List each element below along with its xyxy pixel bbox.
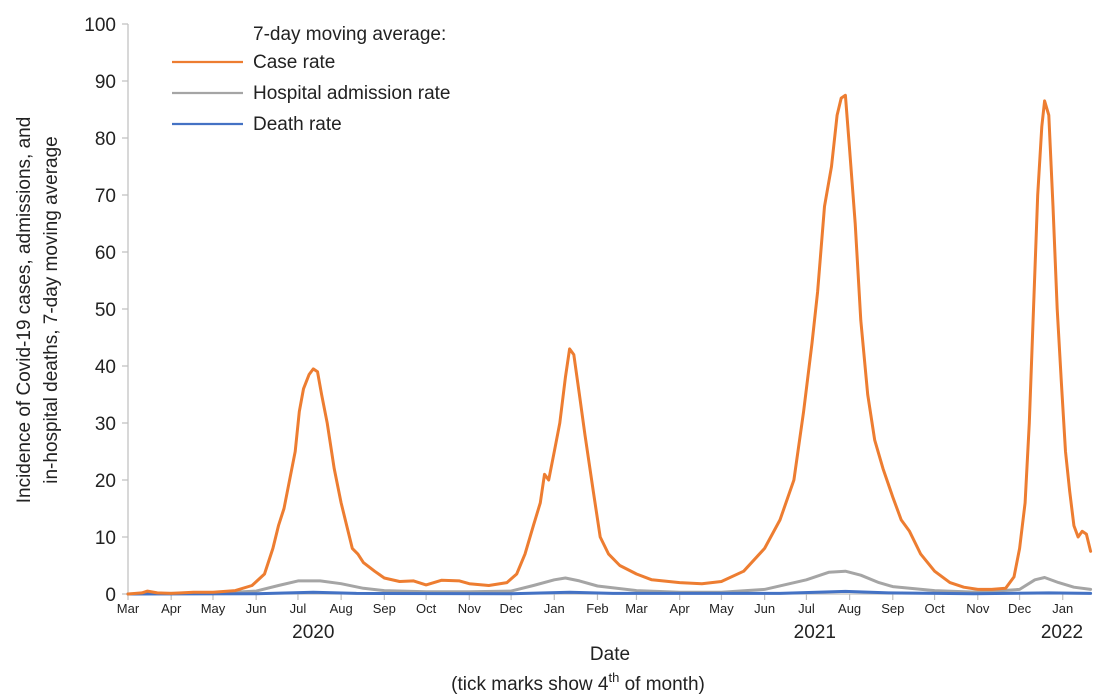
plot-area bbox=[126, 93, 1093, 596]
year-label: 2021 bbox=[794, 622, 836, 643]
x-tick-label: Aug bbox=[330, 601, 353, 616]
legend-label: Death rate bbox=[253, 114, 342, 135]
x-tick-label: Jun bbox=[246, 601, 267, 616]
x-tick-label: Jul bbox=[798, 601, 815, 616]
y-tick-label: 60 bbox=[95, 243, 116, 264]
x-tick-label: Oct bbox=[924, 601, 945, 616]
y-tick-label: 100 bbox=[84, 15, 116, 36]
y-axis: 0 10 20 30 40 50 60 70 80 90 100 bbox=[84, 15, 129, 606]
y-tick-label: 40 bbox=[95, 357, 116, 378]
x-tick-label: Mar bbox=[625, 601, 648, 616]
y-axis-title-line-1: Incidence of Covid-19 cases, admissions,… bbox=[14, 117, 35, 504]
y-tick-label: 30 bbox=[95, 414, 116, 435]
x-tick-label: Sep bbox=[881, 601, 904, 616]
x-axis-note-pre: (tick marks show 4 bbox=[451, 674, 609, 695]
x-tick-label: Apr bbox=[670, 601, 691, 616]
x-tick-label: Sep bbox=[373, 601, 396, 616]
y-tick-label: 20 bbox=[95, 471, 116, 492]
series-line bbox=[126, 93, 1093, 596]
x-axis-title: Date bbox=[590, 644, 630, 665]
legend-title: 7-day moving average: bbox=[253, 24, 446, 45]
x-tick-label: Nov bbox=[966, 601, 990, 616]
x-tick-label: Jan bbox=[1052, 601, 1073, 616]
x-tick-label: Oct bbox=[416, 601, 437, 616]
series-line bbox=[126, 569, 1093, 596]
year-label: 2022 bbox=[1041, 622, 1083, 643]
x-tick-label: Dec bbox=[1008, 601, 1032, 616]
x-tick-label: May bbox=[709, 601, 734, 616]
x-tick-label: Aug bbox=[838, 601, 861, 616]
y-axis-title-line-2: in-hospital deaths, 7-day moving average bbox=[41, 136, 62, 483]
y-tick-label: 70 bbox=[95, 186, 116, 207]
x-tick-label: Jun bbox=[754, 601, 775, 616]
x-axis-note: (tick marks show 4th of month) bbox=[451, 670, 705, 695]
x-tick-label: Dec bbox=[500, 601, 524, 616]
legend-label: Case rate bbox=[253, 52, 335, 73]
x-tick-label: May bbox=[201, 601, 226, 616]
legend: 7-day moving average: Case rate Hospital … bbox=[172, 24, 450, 135]
y-tick-label: 50 bbox=[95, 300, 116, 321]
x-tick-label: Jan bbox=[544, 601, 565, 616]
x-tick-label: Jul bbox=[290, 601, 307, 616]
y-tick-label: 10 bbox=[95, 528, 116, 549]
x-axis: Mar Apr May Jun Jul Aug Sep Oct Nov Dec Jan Feb Mar A… bbox=[117, 593, 1092, 643]
legend-label: Hospital admission rate bbox=[253, 83, 450, 104]
y-axis-title: Incidence of Covid-19 cases, admissions,… bbox=[14, 117, 62, 504]
year-label: 2020 bbox=[292, 622, 334, 643]
x-tick-label: Feb bbox=[586, 601, 608, 616]
x-axis-note-sup: th bbox=[608, 670, 619, 685]
x-tick-label: Mar bbox=[117, 601, 140, 616]
y-tick-label: 90 bbox=[95, 72, 116, 93]
x-tick-label: Apr bbox=[161, 601, 182, 616]
y-tick-label: 0 bbox=[105, 585, 116, 606]
x-tick-label: Nov bbox=[458, 601, 482, 616]
x-axis-note-post: of month) bbox=[619, 674, 705, 695]
series-line bbox=[126, 589, 1093, 596]
y-tick-label: 80 bbox=[95, 129, 116, 150]
